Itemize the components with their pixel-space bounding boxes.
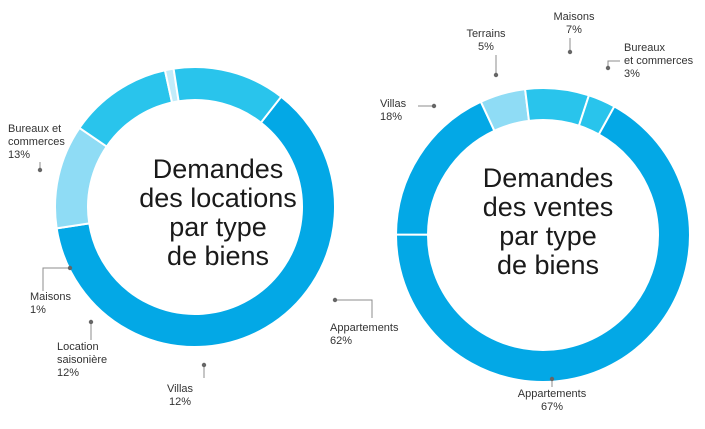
leader-dot — [201, 362, 207, 368]
slice-name-label: commerces — [8, 136, 65, 148]
slice-label-text: Bureaux et commerces 3% — [624, 42, 694, 80]
leader-dot — [431, 103, 437, 109]
slice-label-text: Bureaux et commerces 13% — [8, 123, 65, 161]
slice-ventes-4 — [577, 94, 616, 136]
slice-ventes-1 — [395, 100, 496, 236]
slice-name-label: Location — [57, 341, 99, 353]
slice-value-label: 67% — [541, 401, 563, 413]
slice-label-locations-0: Appartements 62% — [330, 297, 399, 347]
slice-name-label: Bureaux — [624, 42, 665, 54]
slice-name-label: Villas — [380, 98, 407, 110]
leader-line — [42, 267, 70, 291]
leader-dot — [67, 265, 73, 271]
leader-dot — [37, 167, 43, 173]
slice-value-label: 18% — [380, 111, 402, 123]
slice-label-locations-4: Bureaux et commerces 13% — [8, 123, 65, 173]
slice-name-label: Appartements — [330, 322, 399, 334]
slice-value-label: 13% — [8, 149, 30, 161]
leader-line — [607, 60, 620, 68]
slice-value-label: 1% — [30, 304, 46, 316]
slice-label-ventes-1: Villas 18% — [380, 98, 437, 123]
slice-label-locations-3: Maisons 1% — [30, 265, 73, 316]
donut-chart-ventes: Demandes des ventes par type de biens Appart… — [380, 11, 694, 413]
leader-dot — [332, 297, 338, 303]
slice-label-ventes-3: Maisons 7% — [554, 11, 595, 55]
slice-label-text: Terrains 5% — [466, 28, 506, 53]
donut-chart-locations: Demandes des locations par type de biens App… — [8, 66, 399, 408]
leader-dot — [605, 65, 611, 71]
slice-value-label: 5% — [478, 41, 494, 53]
chart-title-line: des ventes — [483, 192, 614, 222]
slice-label-text: Appartements 62% — [330, 322, 399, 347]
slice-name-label: Maisons — [554, 11, 595, 23]
slice-name-label: Bureaux et — [8, 123, 61, 135]
slice-name-label: Terrains — [466, 28, 506, 40]
slice-label-text: Maisons 1% — [30, 291, 71, 316]
slice-name-label: Villas — [167, 383, 194, 395]
slice-value-label: 3% — [624, 68, 640, 80]
chart-title-line: Demandes — [483, 163, 614, 193]
slice-label-text: Appartements 67% — [518, 388, 587, 413]
leader-dot — [88, 319, 94, 325]
slice-label-text: Villas 12% — [167, 383, 194, 408]
slice-name-label: Maisons — [30, 291, 71, 303]
slice-value-label: 12% — [57, 367, 79, 379]
chart-title-ventes: Demandes des ventes par type de biens — [483, 163, 614, 280]
leader-dot — [549, 376, 555, 382]
slice-label-locations-1: Villas 12% — [167, 362, 207, 408]
chart-title-locations: Demandes des locations par type de biens — [139, 154, 297, 271]
chart-title-line: de biens — [497, 250, 599, 280]
slice-label-text: Villas 18% — [380, 98, 407, 123]
chart-title-line: de biens — [167, 241, 269, 271]
slice-name-label: Appartements — [518, 388, 587, 400]
slice-locations-4 — [172, 66, 283, 124]
slice-label-ventes-0: Appartements 67% — [518, 376, 587, 413]
slice-value-label: 62% — [330, 335, 352, 347]
slice-label-ventes-4: Bureaux et commerces 3% — [605, 42, 694, 80]
slice-ventes-0 — [395, 105, 691, 383]
chart-title-line: par type — [499, 221, 597, 251]
chart-title-line: Demandes — [153, 154, 284, 184]
slice-locations-2 — [78, 69, 174, 148]
slice-value-label: 12% — [169, 396, 191, 408]
chart-title-line: par type — [169, 212, 267, 242]
slice-label-text: Maisons 7% — [554, 11, 595, 36]
slice-name-label: saisonière — [57, 354, 107, 366]
leader-dot — [567, 49, 573, 55]
leader-dot — [493, 72, 499, 78]
slice-locations-0 — [55, 95, 336, 348]
slice-label-ventes-2: Terrains 5% — [466, 28, 506, 78]
chart-title-line: des locations — [139, 183, 297, 213]
leader-line — [335, 299, 373, 318]
slice-ventes-3 — [524, 87, 590, 127]
slice-value-label: 7% — [566, 24, 582, 36]
slice-label-locations-2: Location saisonière 12% — [57, 319, 107, 379]
slice-name-label: et commerces — [624, 55, 694, 67]
slice-label-text: Location saisonière 12% — [57, 341, 107, 379]
